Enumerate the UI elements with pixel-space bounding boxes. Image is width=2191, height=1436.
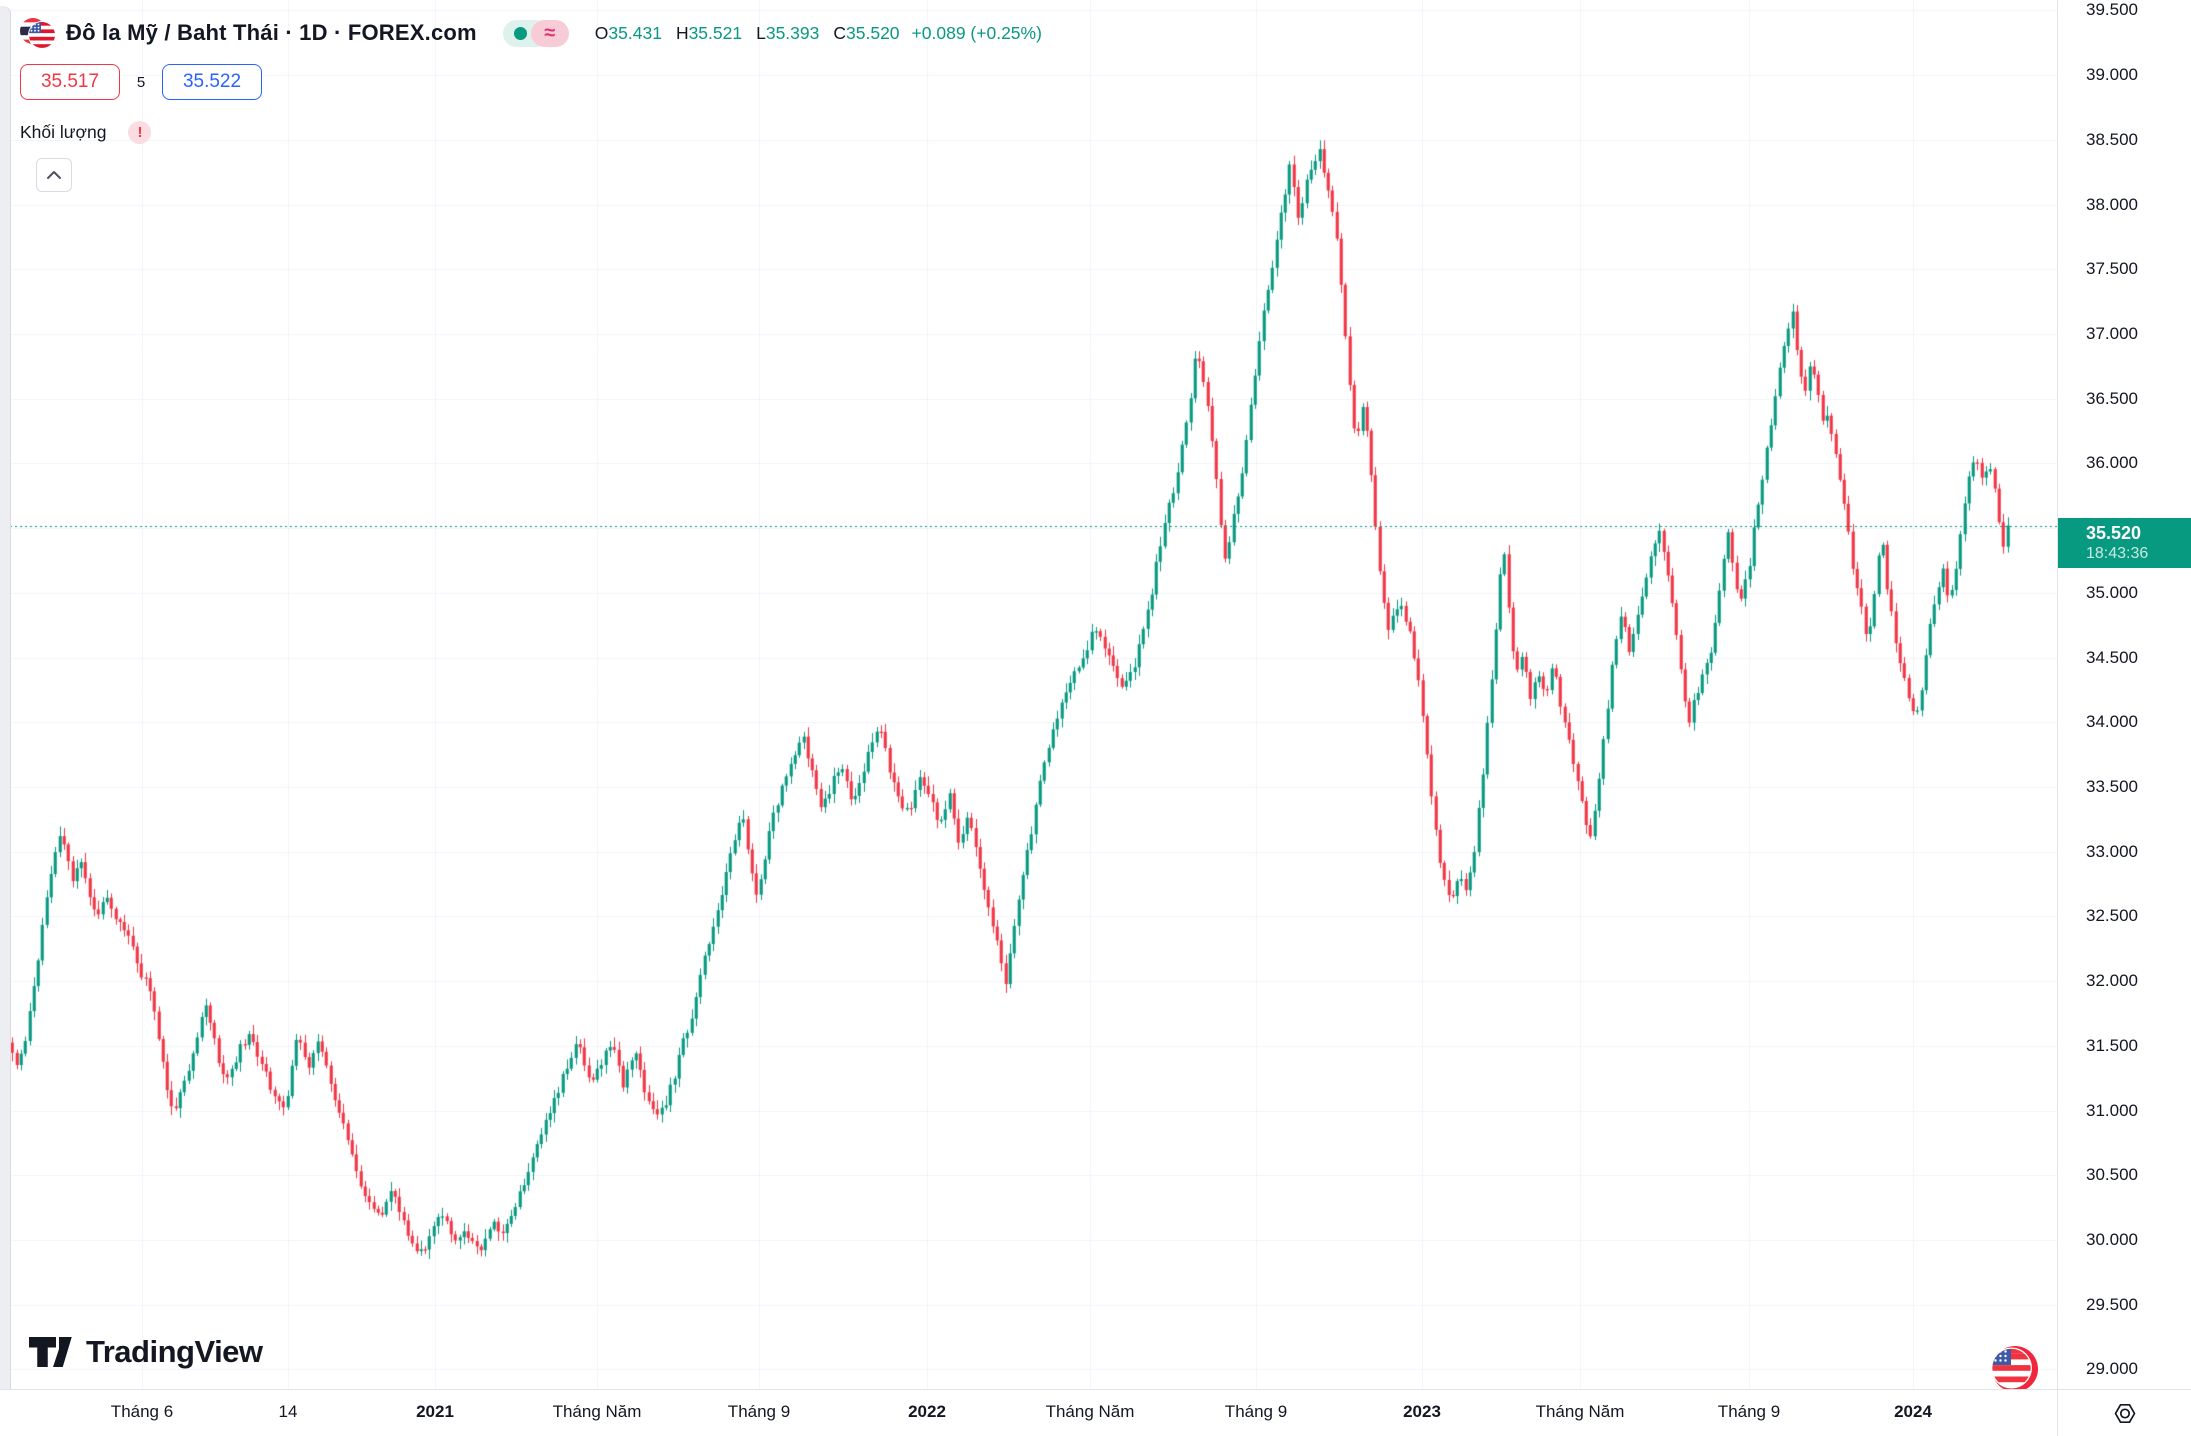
us-flag-icon-large: [1991, 1346, 2038, 1392]
price-axis-label: 32.000: [2086, 971, 2138, 991]
delayed-data-pill[interactable]: ≈: [530, 19, 569, 47]
bar-close-countdown: 18:43:36: [2086, 544, 2149, 562]
time-axis-label[interactable]: Tháng 9: [1224, 1402, 1288, 1421]
price-axis-label: 32.500: [2086, 906, 2138, 926]
tradingview-watermark[interactable]: TradingView: [26, 1328, 263, 1376]
price-axis-label: 39.000: [2086, 65, 2138, 85]
price-axis-label: 36.500: [2086, 388, 2138, 408]
open-label: O: [594, 22, 609, 43]
symbol-title[interactable]: Đô la Mỹ / Baht Thái · 1D · FOREX.com: [66, 20, 477, 45]
time-axis-label[interactable]: 14: [278, 1402, 298, 1421]
time-axis-label[interactable]: Tháng Năm: [1045, 1402, 1135, 1421]
market-open-pill[interactable]: [502, 19, 539, 47]
close-value: 35.520: [846, 22, 900, 43]
time-axis-label[interactable]: 2022: [908, 1402, 946, 1421]
price-axis-label: 37.500: [2086, 259, 2138, 279]
chevron-up-icon: [47, 171, 61, 179]
time-axis-label[interactable]: 2023: [1403, 1402, 1441, 1421]
market-status-dot-icon: [514, 26, 528, 40]
price-axis-label: 34.000: [2086, 712, 2138, 732]
time-axis-label[interactable]: Tháng 9: [1717, 1402, 1781, 1421]
time-axis[interactable]: Tháng 6 14 2021 Tháng Năm Tháng 9 2022 Tháng N…: [0, 1389, 2057, 1436]
ohlc-values: O 35.431 H 35.521 L 35.393 C 35.520 +0.0…: [595, 23, 1042, 44]
price-axis-label: 35.000: [2086, 582, 2138, 602]
price-axis-label: 37.000: [2086, 323, 2138, 343]
price-axis-label: 39.500: [2086, 0, 2138, 20]
buy-ask-button[interactable]: 35.522: [162, 64, 262, 100]
time-axis-label[interactable]: 2021: [416, 1402, 454, 1421]
delayed-approx-icon: ≈: [544, 22, 556, 44]
last-price-value: 35.520: [2086, 522, 2142, 543]
tradingview-wordmark: TradingView: [86, 1334, 263, 1369]
time-axis-label[interactable]: 2024: [1894, 1402, 1932, 1421]
low-value: 35.393: [765, 22, 820, 43]
low-label: L: [756, 22, 766, 43]
symbol-title-row: Đô la Mỹ / Baht Thái · 1D · FOREX.com ≈ …: [20, 14, 1042, 52]
us-flag-icon: [29, 22, 55, 48]
price-axis-label: 33.000: [2086, 841, 2138, 861]
price-axis-label: 30.000: [2086, 1230, 2138, 1250]
time-axis-label[interactable]: Tháng Năm: [552, 1402, 642, 1421]
price-axis-label: 29.500: [2086, 1294, 2138, 1314]
chart-legend: Đô la Mỹ / Baht Thái · 1D · FOREX.com ≈ …: [20, 14, 1042, 192]
price-axis-label: 38.500: [2086, 129, 2138, 149]
price-axis[interactable]: 39.500 39.000 38.500 38.000 37.500 37.000 36.5…: [2057, 0, 2191, 1389]
high-label: H: [675, 22, 689, 43]
usd-thb-pair-flags-icon: [20, 18, 56, 49]
volume-indicator-row: Khối lượng !: [20, 114, 152, 150]
volume-indicator-label[interactable]: Khối lượng: [20, 121, 107, 142]
axis-corner-cell: [2057, 1389, 2191, 1436]
price-axis-label: 38.000: [2086, 194, 2138, 214]
legend-collapse-button[interactable]: [36, 158, 72, 192]
price-scale-settings-icon[interactable]: [2111, 1400, 2139, 1427]
left-pane-gutter: [0, 6, 11, 1436]
last-price-tag: 35.520 18:43:36: [2058, 517, 2191, 568]
spread-value: 5: [136, 73, 146, 91]
tradingview-logo-icon: [29, 1337, 72, 1367]
price-axis-label: 30.500: [2086, 1165, 2138, 1185]
time-axis-label[interactable]: Tháng Năm: [1535, 1402, 1625, 1421]
bid-ask-row: 35.517 5 35.522: [20, 64, 262, 100]
price-axis-label: 33.500: [2086, 776, 2138, 796]
open-value: 35.431: [608, 22, 662, 43]
price-axis-label: 34.500: [2086, 647, 2138, 667]
price-axis-label: 31.500: [2086, 1035, 2138, 1055]
indicator-error-badge[interactable]: !: [128, 120, 152, 144]
price-axis-label: 31.000: [2086, 1100, 2138, 1120]
market-status-pills[interactable]: ≈: [502, 19, 569, 47]
time-axis-label[interactable]: Tháng 9: [727, 1402, 791, 1421]
time-axis-label[interactable]: Tháng 6: [110, 1402, 174, 1421]
us-flag-bubble[interactable]: [1984, 1342, 2040, 1401]
change-value: +0.089 (+0.25%): [911, 22, 1042, 43]
price-axis-label: 36.000: [2086, 453, 2138, 473]
sell-bid-button[interactable]: 35.517: [20, 64, 120, 100]
close-label: C: [833, 22, 847, 43]
price-axis-label: 29.000: [2086, 1359, 2138, 1379]
high-value: 35.521: [688, 22, 743, 43]
